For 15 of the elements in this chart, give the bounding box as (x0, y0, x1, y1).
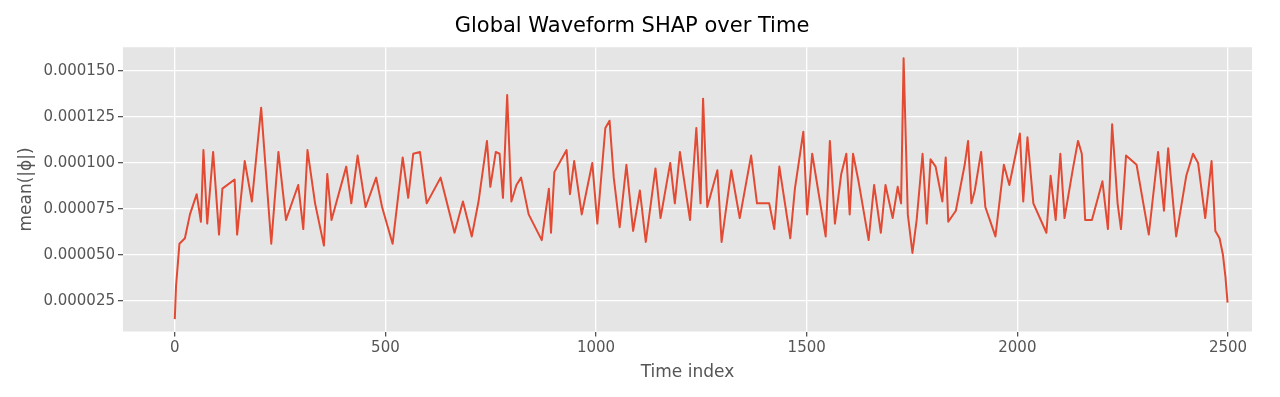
x-tick-label: 2000 (998, 338, 1037, 357)
y-tick-label: 0.000025 (43, 290, 115, 309)
x-tick-label: 1500 (787, 338, 826, 357)
chart-title: Global Waveform SHAP over Time (454, 13, 810, 38)
y-tick-label: 0.000050 (43, 244, 115, 263)
x-tick-label: 500 (371, 338, 400, 357)
y-tick-label: 0.000100 (43, 152, 115, 171)
x-tick-label: 0 (170, 338, 180, 357)
y-tick-label: 0.000075 (43, 198, 115, 217)
y-tick-label: 0.000125 (43, 106, 115, 125)
y-tick-label: 0.000150 (43, 60, 115, 79)
x-axis-title: Time index (639, 361, 735, 382)
x-tick-label: 1000 (576, 338, 616, 357)
x-tick-label: 2500 (1208, 338, 1248, 357)
y-axis-title: mean(|ϕ|) (14, 147, 35, 232)
